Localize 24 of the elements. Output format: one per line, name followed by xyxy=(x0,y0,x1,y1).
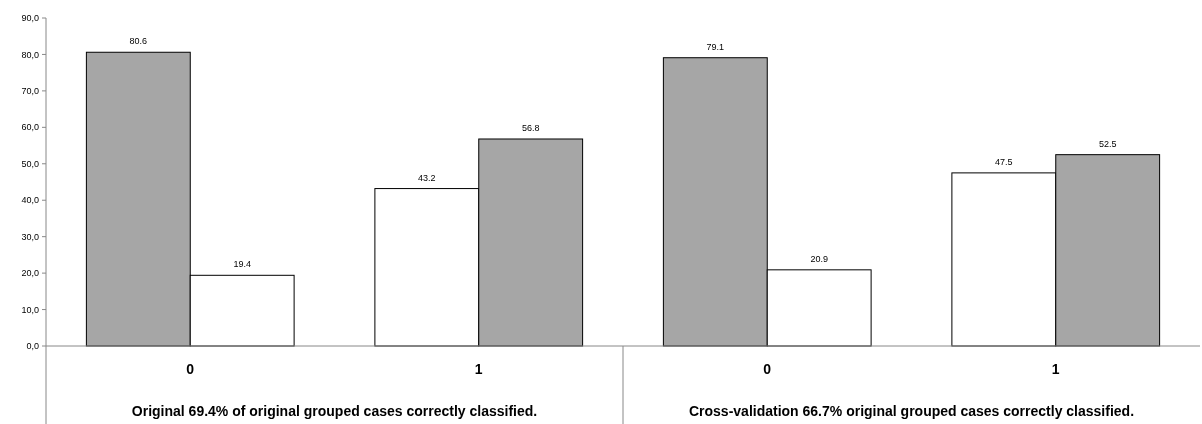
y-tick-label: 0,0 xyxy=(26,341,39,352)
data-label: 43.2 xyxy=(418,172,436,183)
y-tick-label: 20,0 xyxy=(21,268,39,279)
data-label: 47.5 xyxy=(995,156,1013,167)
text: Original 69.4% of original grouped cases correctly classified. xyxy=(131,403,538,419)
data-label: 79.1 xyxy=(706,41,725,52)
x-tick-label: 0 xyxy=(763,361,772,377)
y-tick-label: 80,0 xyxy=(21,49,39,60)
x-tick-label: 1 xyxy=(1051,361,1060,377)
y-tick-label: 50,0 xyxy=(21,158,39,169)
y-tick-label: 70,0 xyxy=(21,86,39,97)
y-tick-label: 10,0 xyxy=(21,304,39,315)
data-label: 56.8 xyxy=(521,123,540,133)
x-tick-label: 1 xyxy=(474,361,483,377)
text: Cross-validation 66.7% original grouped cases correctly classified. xyxy=(688,403,1135,419)
y-tick-label: 40,0 xyxy=(21,195,39,206)
data-label: 20.9 xyxy=(810,253,828,264)
data-label: 80.6 xyxy=(129,36,148,47)
data-label: 19.4 xyxy=(233,259,251,270)
data-label: 52.5 xyxy=(1098,138,1117,149)
x-tick-label: 0 xyxy=(186,361,195,377)
y-tick-label: 60,0 xyxy=(21,122,39,133)
y-tick-label: 90,0 xyxy=(21,13,39,24)
y-tick-label: 30,0 xyxy=(21,231,39,242)
